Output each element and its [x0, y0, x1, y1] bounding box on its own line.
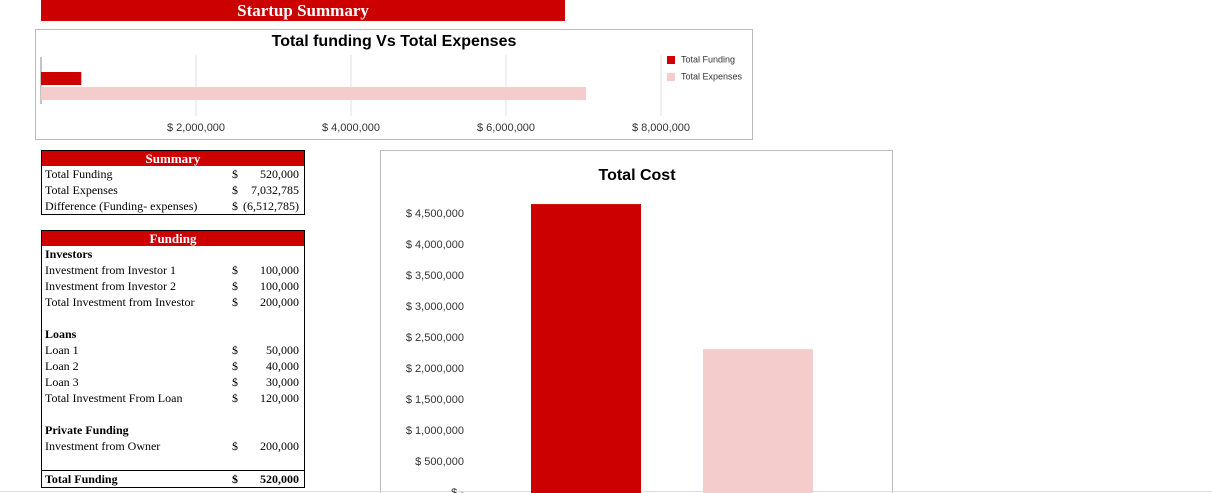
chart-title: Total funding Vs Total Expenses	[272, 33, 517, 50]
cell: Private Funding	[45, 423, 129, 437]
cell: Total Expenses	[45, 183, 118, 197]
table-row: Loan 1 $50,000	[42, 342, 304, 358]
banner-title: Startup Summary	[41, 0, 565, 21]
cell: Investors	[45, 247, 93, 261]
section-title: Loans	[42, 326, 304, 342]
chart-title: Total Cost	[598, 167, 676, 184]
table-row: Loan 2 $40,000	[42, 358, 304, 374]
x-tick-label: $ 4,000,000	[322, 122, 380, 134]
cell: $	[232, 199, 238, 213]
cell: 50,000	[266, 343, 299, 357]
chart-frame	[35, 29, 753, 140]
y-tick-label: $ 2,000,000	[406, 363, 464, 375]
cell: Loan 3	[45, 375, 79, 389]
cell: Total Funding	[45, 167, 113, 181]
cell: 100,000	[260, 263, 299, 277]
cell: Total Funding	[45, 472, 118, 486]
table-row: Total Funding $520,000	[42, 470, 304, 487]
bar	[41, 87, 587, 100]
y-tick-label: $ 4,000,000	[406, 239, 464, 251]
cell: 520,000	[260, 472, 299, 486]
cell: $	[232, 183, 238, 197]
cell: 7,032,785	[251, 183, 299, 197]
summary-table: Summary Total Funding $520,000 Total Expen…	[41, 150, 305, 215]
bar	[41, 72, 82, 85]
x-tick-label: $ 6,000,000	[477, 122, 535, 134]
cell: 200,000	[260, 439, 299, 453]
cell: $	[232, 263, 238, 277]
cell: Investment from Investor 2	[45, 279, 176, 293]
cell: Loan 1	[45, 343, 79, 357]
cell: 520,000	[260, 167, 299, 181]
cell: Investment from Investor 1	[45, 263, 176, 277]
legend-label: Total Expenses	[681, 71, 743, 81]
cell: $	[232, 391, 238, 405]
y-tick-label: $ 2,500,000	[406, 332, 464, 344]
section-title: Investors	[42, 246, 304, 262]
table-row: Investment from Investor 2 $100,000	[42, 278, 304, 294]
y-tick-label: $ -	[451, 487, 464, 493]
cell: $	[232, 167, 238, 181]
cell: $	[232, 439, 238, 453]
table-row: Investment from Owner $200,000	[42, 438, 304, 454]
cell: 30,000	[266, 375, 299, 389]
cell: $	[232, 375, 238, 389]
funding-table: Funding Investors Investment from Investo…	[41, 230, 305, 488]
y-tick-label: $ 4,500,000	[406, 208, 464, 220]
cell: 40,000	[266, 359, 299, 373]
section-title: Private Funding	[42, 422, 304, 438]
y-tick-label: $ 3,000,000	[406, 301, 464, 313]
legend-label: Total Funding	[681, 54, 735, 64]
chart-frame	[380, 150, 893, 493]
cell: Difference (Funding- expenses)	[45, 199, 198, 213]
bar	[703, 349, 813, 493]
cell: Total Investment from Investor	[45, 295, 195, 309]
cell: Investment from Owner	[45, 439, 161, 453]
cell: $	[232, 359, 238, 373]
cell: 120,000	[260, 391, 299, 405]
cell: Loan 2	[45, 359, 79, 373]
table-row: Difference (Funding- expenses) $ (6,512,78…	[42, 198, 304, 214]
y-tick-label: $ 1,500,000	[406, 394, 464, 406]
cell: Loans	[45, 327, 77, 341]
cell: 100,000	[260, 279, 299, 293]
y-tick-label: $ 1,000,000	[406, 425, 464, 437]
x-tick-label: $ 8,000,000	[632, 122, 690, 134]
cell: 200,000	[260, 295, 299, 309]
cell: $	[232, 343, 238, 357]
cell: Total Investment From Loan	[45, 391, 183, 405]
table-row: Total Investment From Loan $120,000	[42, 390, 304, 406]
legend-swatch	[667, 56, 675, 64]
table-row: Total Expenses $7,032,785	[42, 182, 304, 198]
y-tick-label: $ 500,000	[415, 456, 464, 468]
cell: (6,512,785)	[243, 199, 299, 213]
x-tick-label: $ 2,000,000	[167, 122, 225, 134]
cell: $	[232, 295, 238, 309]
legend-swatch	[667, 73, 675, 81]
table-row: Total Funding $520,000	[42, 166, 304, 182]
cell: $	[232, 472, 238, 486]
table-header: Summary	[42, 151, 304, 166]
table-row: Investment from Investor 1 $100,000	[42, 262, 304, 278]
cell: $	[232, 279, 238, 293]
y-tick-label: $ 3,500,000	[406, 270, 464, 282]
table-row: Loan 3 $30,000	[42, 374, 304, 390]
table-row: Total Investment from Investor $200,000	[42, 294, 304, 310]
bar	[531, 204, 641, 493]
table-header: Funding	[42, 231, 304, 246]
